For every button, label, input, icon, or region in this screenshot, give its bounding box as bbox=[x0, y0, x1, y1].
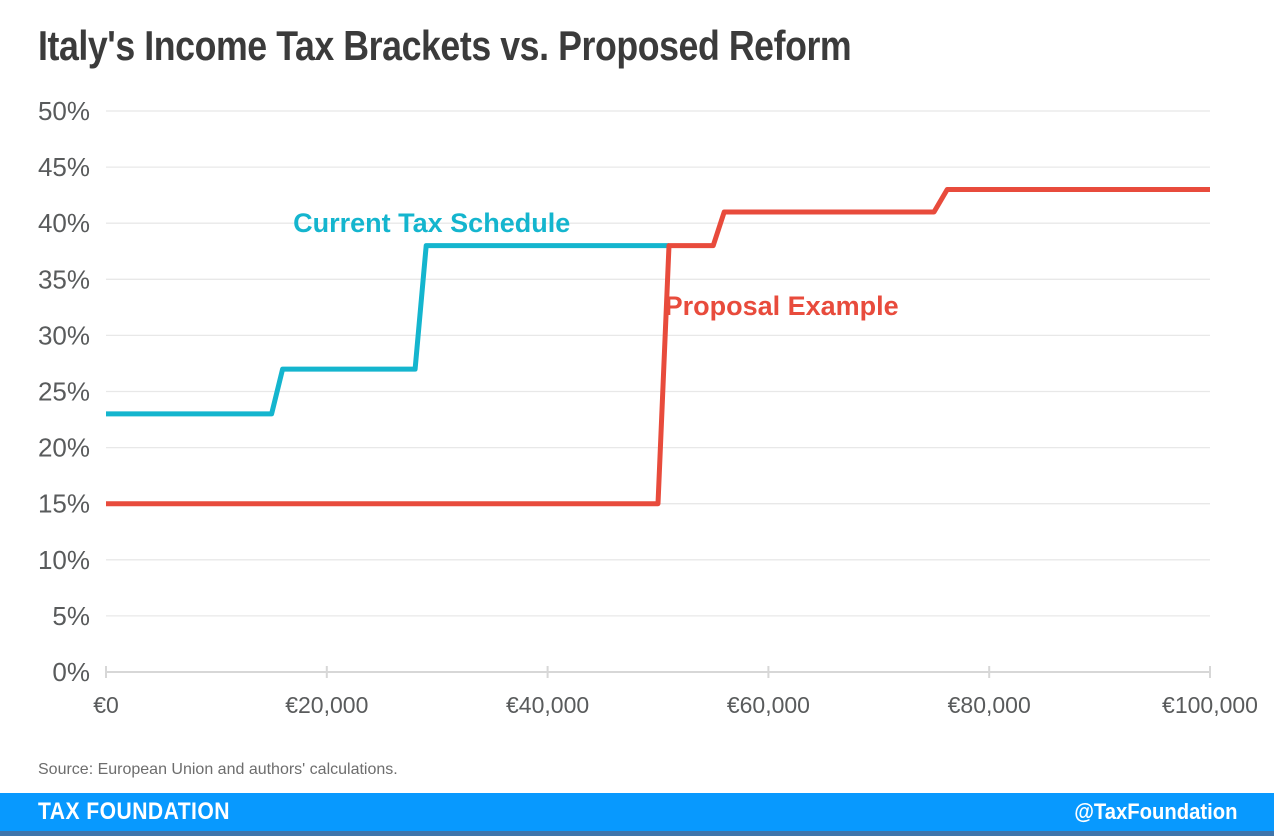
x-tick-label: €0 bbox=[93, 692, 119, 718]
y-tick-label: 25% bbox=[38, 377, 90, 407]
x-tick-label: €20,000 bbox=[285, 692, 368, 718]
y-tick-label: 20% bbox=[38, 433, 90, 463]
footer-twitter-handle: @TaxFoundation bbox=[1073, 799, 1237, 824]
y-tick-label: 40% bbox=[38, 208, 90, 238]
y-tick-label: 50% bbox=[38, 96, 90, 126]
x-tick-label: €40,000 bbox=[506, 692, 589, 718]
y-tick-label: 5% bbox=[52, 601, 90, 631]
footer-bar: TAX FOUNDATION @TaxFoundation bbox=[0, 793, 1274, 831]
y-tick-label: 15% bbox=[38, 489, 90, 519]
series-label-proposal: Proposal Example bbox=[665, 291, 899, 321]
x-tick-label: €100,000 bbox=[1162, 692, 1258, 718]
income-tax-brackets-chart: 0% 5% 10% 15% 20% 25% 30% 35% 40% 45% 50% €0 €20,000… bbox=[38, 96, 1258, 718]
source-note: Source: European Union and authors' calc… bbox=[38, 761, 398, 778]
series-label-current: Current Tax Schedule bbox=[293, 208, 570, 238]
y-tick-label: 10% bbox=[38, 545, 90, 575]
x-tick-label: €80,000 bbox=[948, 692, 1031, 718]
y-tick-label: 35% bbox=[38, 264, 90, 294]
footer-brand-text: TAX FOUNDATION bbox=[38, 798, 230, 825]
y-tick-label: 45% bbox=[38, 152, 90, 182]
x-tick-label: €60,000 bbox=[727, 692, 810, 718]
series-line-current bbox=[106, 243, 669, 417]
footer-accent-strip bbox=[0, 831, 1274, 836]
y-tick-label: 30% bbox=[38, 320, 90, 350]
y-tick-label: 0% bbox=[52, 657, 90, 687]
chart-title: Italy's Income Tax Brackets vs. Proposed… bbox=[38, 22, 852, 69]
series-line-proposal bbox=[106, 187, 1210, 507]
